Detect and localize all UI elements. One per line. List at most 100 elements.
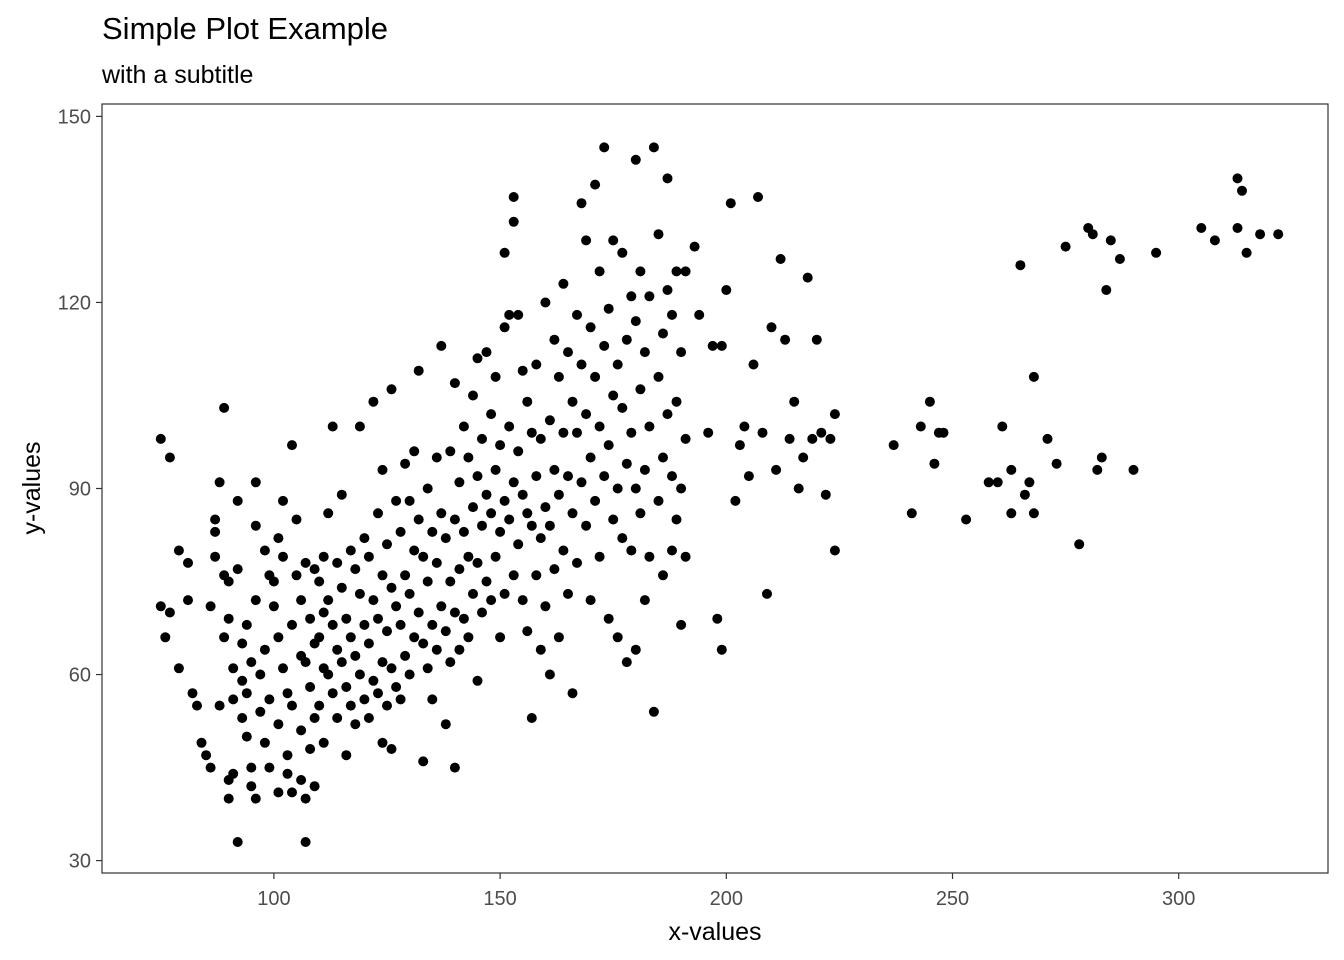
data-point (287, 620, 297, 630)
data-point (246, 763, 256, 773)
data-point (296, 725, 306, 735)
data-point (1024, 477, 1034, 487)
data-point (165, 608, 175, 618)
data-point (486, 508, 496, 518)
data-point (531, 360, 541, 370)
data-point (513, 539, 523, 549)
data-point (332, 713, 342, 723)
data-point (708, 341, 718, 351)
data-point (608, 235, 618, 245)
data-point (776, 254, 786, 264)
data-point (418, 552, 428, 562)
x-tick-label: 200 (710, 888, 743, 910)
data-point (396, 527, 406, 537)
data-point (418, 639, 428, 649)
data-point (337, 583, 347, 593)
y-axis: 30 60 90 120 150 (58, 106, 102, 872)
data-point (427, 694, 437, 704)
data-point (518, 595, 528, 605)
data-point (654, 372, 664, 382)
data-point (667, 310, 677, 320)
data-point (165, 453, 175, 463)
data-point (513, 310, 523, 320)
data-point (608, 391, 618, 401)
data-point (663, 285, 673, 295)
data-point (183, 558, 193, 568)
data-point (617, 248, 627, 258)
data-point (482, 347, 492, 357)
data-point (581, 521, 591, 531)
x-tick-label: 150 (483, 888, 516, 910)
data-point (283, 688, 293, 698)
data-point (310, 781, 320, 791)
data-point (531, 471, 541, 481)
data-point (482, 490, 492, 500)
data-point (1092, 465, 1102, 475)
data-point (445, 446, 455, 456)
data-point (359, 620, 369, 630)
data-point (310, 564, 320, 574)
data-point (301, 837, 311, 847)
data-point (337, 657, 347, 667)
data-point (1196, 223, 1206, 233)
data-point (224, 577, 234, 587)
data-point (224, 794, 234, 804)
data-point (536, 533, 546, 543)
data-point (649, 142, 659, 152)
data-point (767, 322, 777, 332)
data-point (373, 688, 383, 698)
data-point (939, 428, 949, 438)
data-point (454, 564, 464, 574)
data-point (1129, 465, 1139, 475)
data-point (174, 663, 184, 673)
data-point (608, 515, 618, 525)
data-point (821, 490, 831, 500)
data-point (1106, 235, 1116, 245)
data-point (563, 471, 573, 481)
data-point (1233, 173, 1243, 183)
data-point (414, 515, 424, 525)
data-point (251, 794, 261, 804)
data-point (694, 310, 704, 320)
data-point (441, 533, 451, 543)
data-point (1052, 459, 1062, 469)
data-point (663, 173, 673, 183)
data-point (798, 453, 808, 463)
x-tick-label: 100 (257, 888, 290, 910)
data-point (617, 533, 627, 543)
data-point (319, 738, 329, 748)
data-point (323, 595, 333, 605)
data-point (577, 360, 587, 370)
data-point (219, 632, 229, 642)
data-point (640, 347, 650, 357)
data-point (368, 595, 378, 605)
data-point (681, 434, 691, 444)
data-point (540, 298, 550, 308)
data-point (441, 626, 451, 636)
data-point (604, 304, 614, 314)
data-point (432, 558, 442, 568)
data-point (925, 397, 935, 407)
data-point (545, 521, 555, 531)
data-point (459, 614, 469, 624)
data-point (206, 763, 216, 773)
data-point (491, 372, 501, 382)
data-point (595, 266, 605, 276)
data-point (635, 508, 645, 518)
data-point (228, 694, 238, 704)
data-point (273, 533, 283, 543)
data-point (577, 198, 587, 208)
data-point (473, 353, 483, 363)
data-point (206, 601, 216, 611)
data-point (726, 198, 736, 208)
data-point (364, 713, 374, 723)
data-point (803, 273, 813, 283)
data-point (486, 595, 496, 605)
data-point (500, 248, 510, 258)
x-axis: 100 150 200 250 300 (257, 873, 1195, 910)
data-point (1151, 248, 1161, 258)
data-point (287, 701, 297, 711)
data-point (251, 477, 261, 487)
data-point (255, 707, 265, 717)
data-point (581, 409, 591, 419)
